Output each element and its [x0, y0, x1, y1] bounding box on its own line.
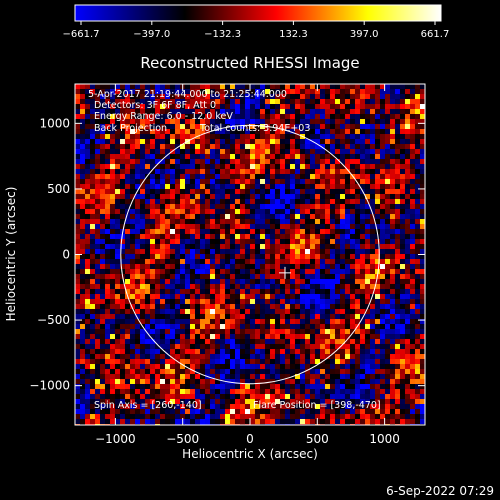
x-axis-ticks: [114, 84, 386, 425]
y-tick-label: 500: [47, 182, 70, 196]
y-axis-ticks: [75, 122, 425, 387]
x-tick-label: 500: [306, 432, 329, 446]
center-crosshair-icon: [279, 266, 291, 279]
colorbar-tick-label: 397.0: [350, 29, 379, 40]
colorbar-tick-label: −397.0: [133, 29, 170, 40]
y-tick-label: −1000: [29, 379, 70, 393]
colorbar-tick-label: 661.7: [421, 29, 450, 40]
spin-axis-label: Spin Axis = [260,-140]: [94, 400, 202, 411]
info-line-total-counts: Total counts: 3.94E+03: [199, 123, 310, 134]
x-tick-label: −500: [166, 432, 199, 446]
x-axis-label: Heliocentric X (arcsec): [182, 447, 318, 461]
colorbar-gradient: [74, 4, 442, 22]
x-axis-tick-labels: −1000 −500 0 500 1000: [95, 432, 400, 446]
y-tick-label: −500: [37, 313, 70, 327]
plot-area: 5-Apr-2017 21:19:44.000 to 21:25:44.000 …: [74, 83, 426, 426]
x-tick-label: 1000: [369, 432, 400, 446]
plot-title: Reconstructed RHESSI Image: [140, 54, 359, 72]
colorbar-tick-label: −661.7: [62, 29, 99, 40]
x-tick-label: −1000: [95, 432, 136, 446]
timestamp: 6-Sep-2022 07:29: [386, 484, 494, 498]
colorbar-tick-label: −132.3: [204, 29, 241, 40]
colorbar: −661.7 −397.0 −132.3 132.3 397.0 661.7: [62, 4, 449, 40]
colorbar-tick-label: 132.3: [279, 29, 308, 40]
flare-position-label: Flare Position = [398,-470]: [253, 400, 381, 411]
y-tick-label: 0: [62, 248, 70, 262]
solar-limb-circle: [120, 124, 380, 385]
info-line-algorithm: Back Projection: [94, 123, 167, 134]
x-tick-label: 0: [246, 432, 254, 446]
info-line-detectors: Detectors: 3F 6F 8F, Att 0: [94, 100, 216, 111]
image-pixels: [75, 84, 425, 425]
info-overlay: 5-Apr-2017 21:19:44.000 to 21:25:44.000 …: [88, 89, 381, 411]
y-axis-label: Heliocentric Y (arcsec): [4, 187, 18, 322]
colorbar-ticks: [80, 21, 436, 25]
y-axis-tick-labels: −1000 −500 0 500 1000: [29, 116, 70, 392]
y-tick-label: 1000: [39, 116, 70, 130]
colorbar-tick-labels: −661.7 −397.0 −132.3 132.3 397.0 661.7: [62, 29, 449, 40]
info-line-energy-range: Energy Range: 6.0 - 12.0 keV: [94, 111, 233, 122]
info-line-time-range: 5-Apr-2017 21:19:44.000 to 21:25:44.000: [88, 89, 287, 100]
